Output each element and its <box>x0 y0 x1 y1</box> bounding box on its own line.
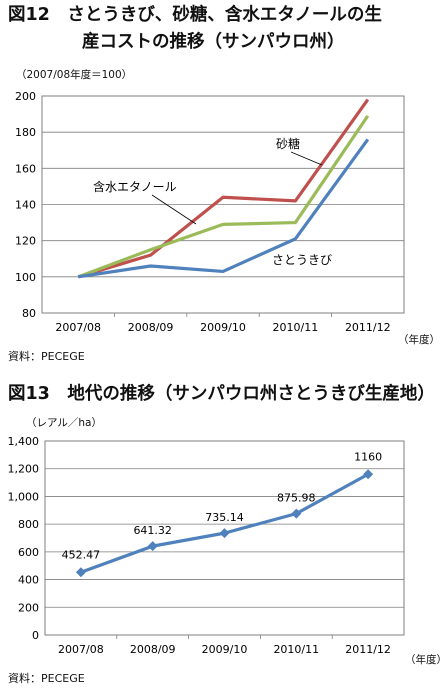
x-tick-label: 2010/11 <box>273 643 319 656</box>
y-tick-label: 120 <box>15 235 36 248</box>
data-point-marker <box>363 469 374 480</box>
data-label: 452.47 <box>62 548 101 561</box>
y-tick-label: 80 <box>22 307 36 320</box>
y-tick-label: 100 <box>15 271 36 284</box>
chart1-title-line2: 産コストの推移（サンパウロ州） <box>82 32 345 52</box>
chart1-title: 図12 さとうきび、砂糖、含水エタノールの生 産コストの推移（サンパウロ州） <box>8 2 382 56</box>
series-line-0 <box>77 98 370 279</box>
x-tick-label: 2008/09 <box>128 321 174 334</box>
chart2-xunit-label: （年度） <box>405 654 447 666</box>
chart1-unit-label: （2007/08年度＝100） <box>16 69 133 81</box>
series-label-ethanol-leader <box>151 194 197 225</box>
series-line-2 <box>77 138 370 279</box>
y-tick-label: 600 <box>18 546 39 559</box>
data-point-marker <box>291 508 302 519</box>
chart2-source: 資料：PECEGE <box>8 672 85 685</box>
x-tick-label: 2011/12 <box>345 321 391 334</box>
chart1-xunit-label: （年度） <box>398 334 440 346</box>
y-tick-label: 1,200 <box>8 463 40 476</box>
chart2-title: 図13 地代の推移（サンパウロ州さとうきび生産地） <box>8 381 435 408</box>
data-label: 735.14 <box>205 511 244 524</box>
data-label: 641.32 <box>133 524 172 537</box>
x-tick-label: 2008/09 <box>130 643 176 656</box>
data-label: 875.98 <box>277 492 316 505</box>
series-label-sugar: 砂糖 <box>276 136 300 151</box>
y-tick-label: 180 <box>15 126 36 139</box>
data-point-marker <box>147 541 158 552</box>
series-line-1 <box>77 114 370 279</box>
chart1-plot: 80 100 120 140 160 180 200 2007/08 2008/09 2009/… <box>15 90 405 334</box>
data-point-marker <box>219 528 230 539</box>
y-tick-label: 140 <box>15 199 36 212</box>
x-tick-label: 2010/11 <box>273 321 319 334</box>
series-label-ethanol: 含水エタノール <box>93 179 177 194</box>
x-tick-label: 2007/08 <box>55 321 101 334</box>
y-tick-label: 160 <box>15 162 36 175</box>
chart1-source: 資料：PECEGE <box>8 350 85 363</box>
chart2-plot: 0 200 400 600 800 1,000 1,200 1,400 2007/08 2008… <box>8 435 405 656</box>
data-point-marker <box>75 567 86 578</box>
y-tick-label: 200 <box>18 601 39 614</box>
y-tick-label: 1,000 <box>8 490 40 503</box>
y-tick-label: 200 <box>15 90 36 103</box>
data-label: 1160 <box>354 450 382 463</box>
y-tick-label: 1,400 <box>8 435 40 448</box>
x-tick-label: 2011/12 <box>345 643 391 656</box>
chart1-title-line1: 図12 さとうきび、砂糖、含水エタノールの生 <box>8 5 382 25</box>
y-tick-label: 800 <box>18 518 39 531</box>
series-label-sugarcane: さとうきび <box>272 253 332 267</box>
y-tick-label: 0 <box>32 629 39 642</box>
x-tick-label: 2007/08 <box>58 643 104 656</box>
x-tick-label: 2009/10 <box>202 643 248 656</box>
x-tick-label: 2009/10 <box>200 321 246 334</box>
y-tick-label: 400 <box>18 574 39 587</box>
series-label-sugar-leader <box>290 151 323 166</box>
chart2-title-line1: 図13 地代の推移（サンパウロ州さとうきび生産地） <box>8 384 435 404</box>
chart2-unit-label: （レアル／ha） <box>26 417 102 429</box>
